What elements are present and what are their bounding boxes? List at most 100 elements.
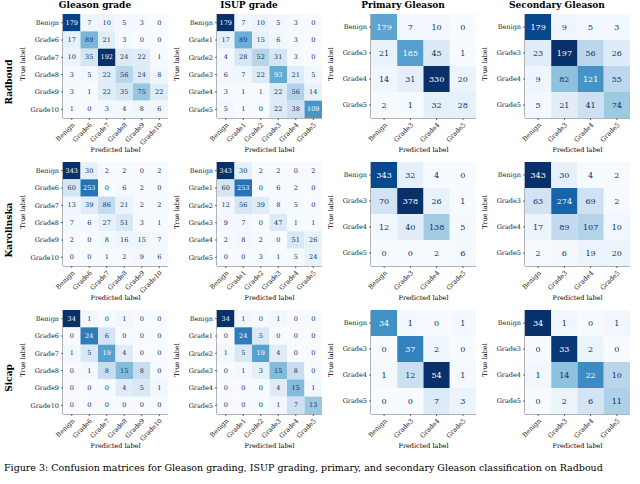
svg-text:89: 89 — [85, 36, 93, 44]
svg-text:0: 0 — [311, 184, 315, 192]
svg-text:24: 24 — [239, 332, 247, 340]
svg-text:35: 35 — [85, 53, 93, 61]
svg-text:343: 343 — [220, 167, 232, 175]
svg-text:4: 4 — [224, 53, 228, 61]
svg-text:34: 34 — [379, 319, 389, 328]
svg-text:Grade5: Grade5 — [189, 106, 213, 114]
svg-text:2: 2 — [122, 167, 126, 175]
svg-text:0: 0 — [259, 384, 263, 392]
svg-text:31: 31 — [274, 53, 282, 61]
svg-text:2: 2 — [614, 171, 619, 180]
svg-text:38: 38 — [292, 105, 300, 113]
svg-text:Grade8: Grade8 — [35, 71, 59, 79]
svg-text:0: 0 — [241, 384, 245, 392]
svg-text:0: 0 — [311, 19, 315, 27]
svg-text:3: 3 — [294, 19, 298, 27]
svg-text:6: 6 — [224, 71, 228, 79]
svg-text:Grade4: Grade4 — [343, 371, 367, 379]
svg-text:0: 0 — [157, 349, 161, 357]
svg-text:22: 22 — [586, 371, 596, 380]
svg-text:7: 7 — [241, 19, 245, 27]
svg-text:13: 13 — [309, 401, 317, 409]
svg-text:24: 24 — [309, 253, 317, 261]
svg-text:Grade5: Grade5 — [295, 269, 318, 292]
svg-text:1: 1 — [460, 371, 465, 380]
svg-text:0: 0 — [294, 349, 298, 357]
svg-text:0: 0 — [87, 401, 91, 409]
svg-text:179: 179 — [220, 19, 232, 27]
svg-text:Grade4: Grade4 — [497, 371, 521, 379]
svg-text:0: 0 — [311, 201, 315, 209]
svg-text:75: 75 — [138, 88, 146, 96]
svg-text:0: 0 — [294, 167, 298, 175]
svg-text:0: 0 — [311, 36, 315, 44]
svg-text:138: 138 — [429, 223, 444, 232]
svg-text:35: 35 — [120, 88, 128, 96]
svg-text:15: 15 — [120, 367, 128, 375]
svg-text:Grade4: Grade4 — [418, 417, 441, 440]
svg-text:2: 2 — [434, 249, 439, 258]
svg-text:1: 1 — [276, 315, 280, 323]
svg-text:0: 0 — [70, 367, 74, 375]
svg-text:Benign: Benign — [521, 417, 543, 439]
svg-text:4: 4 — [122, 384, 126, 392]
svg-text:1: 1 — [408, 101, 413, 110]
svg-text:Grade9: Grade9 — [35, 88, 59, 96]
svg-text:5: 5 — [276, 19, 280, 27]
svg-text:89: 89 — [239, 36, 247, 44]
svg-text:0: 0 — [224, 401, 228, 409]
svg-text:21: 21 — [379, 49, 389, 58]
svg-text:Benign: Benign — [36, 167, 59, 175]
svg-text:Grade3: Grade3 — [392, 417, 415, 440]
svg-text:0: 0 — [276, 332, 280, 340]
svg-text:Grade3: Grade3 — [546, 417, 569, 440]
svg-text:1: 1 — [460, 319, 465, 328]
svg-text:9: 9 — [140, 253, 144, 261]
svg-text:Grade3: Grade3 — [189, 367, 213, 375]
svg-text:Grade10: Grade10 — [31, 402, 59, 410]
svg-text:3: 3 — [460, 397, 465, 406]
svg-text:253: 253 — [237, 184, 249, 192]
svg-text:Grade5: Grade5 — [295, 417, 318, 440]
svg-text:20: 20 — [612, 249, 622, 258]
svg-text:1: 1 — [562, 319, 567, 328]
svg-text:37: 37 — [405, 345, 415, 354]
svg-text:Grade1: Grade1 — [189, 184, 213, 192]
svg-text:6: 6 — [276, 184, 280, 192]
svg-text:51: 51 — [292, 236, 300, 244]
svg-text:Benign: Benign — [190, 167, 213, 175]
svg-text:5: 5 — [87, 71, 91, 79]
svg-text:5: 5 — [460, 223, 465, 232]
svg-text:5: 5 — [87, 349, 91, 357]
svg-text:30: 30 — [559, 171, 569, 180]
svg-text:7: 7 — [87, 19, 91, 27]
svg-text:6: 6 — [588, 397, 593, 406]
svg-text:Grade2: Grade2 — [189, 350, 213, 358]
svg-text:0: 0 — [588, 319, 593, 328]
svg-text:0: 0 — [460, 345, 465, 354]
svg-text:Grade5: Grade5 — [343, 101, 367, 109]
svg-text:0: 0 — [408, 249, 413, 258]
svg-text:343: 343 — [66, 167, 78, 175]
svg-text:1: 1 — [224, 349, 228, 357]
svg-text:0: 0 — [311, 332, 315, 340]
svg-text:10: 10 — [68, 53, 76, 61]
svg-text:Grade4: Grade4 — [418, 121, 441, 144]
svg-text:4: 4 — [434, 171, 439, 180]
svg-text:Grade3: Grade3 — [189, 71, 213, 79]
svg-text:1: 1 — [276, 401, 280, 409]
svg-text:1: 1 — [157, 384, 161, 392]
svg-text:0: 0 — [157, 19, 161, 27]
svg-text:Grade4: Grade4 — [572, 269, 595, 292]
svg-text:0: 0 — [259, 401, 263, 409]
svg-text:0: 0 — [311, 349, 315, 357]
svg-text:Grade4: Grade4 — [189, 88, 213, 96]
svg-text:5: 5 — [140, 384, 144, 392]
svg-text:2: 2 — [562, 397, 567, 406]
svg-text:1: 1 — [241, 315, 245, 323]
svg-text:28: 28 — [458, 101, 468, 110]
svg-text:3: 3 — [122, 36, 126, 44]
svg-text:89: 89 — [559, 223, 569, 232]
svg-text:Grade10: Grade10 — [138, 121, 164, 146]
svg-text:0: 0 — [276, 236, 280, 244]
